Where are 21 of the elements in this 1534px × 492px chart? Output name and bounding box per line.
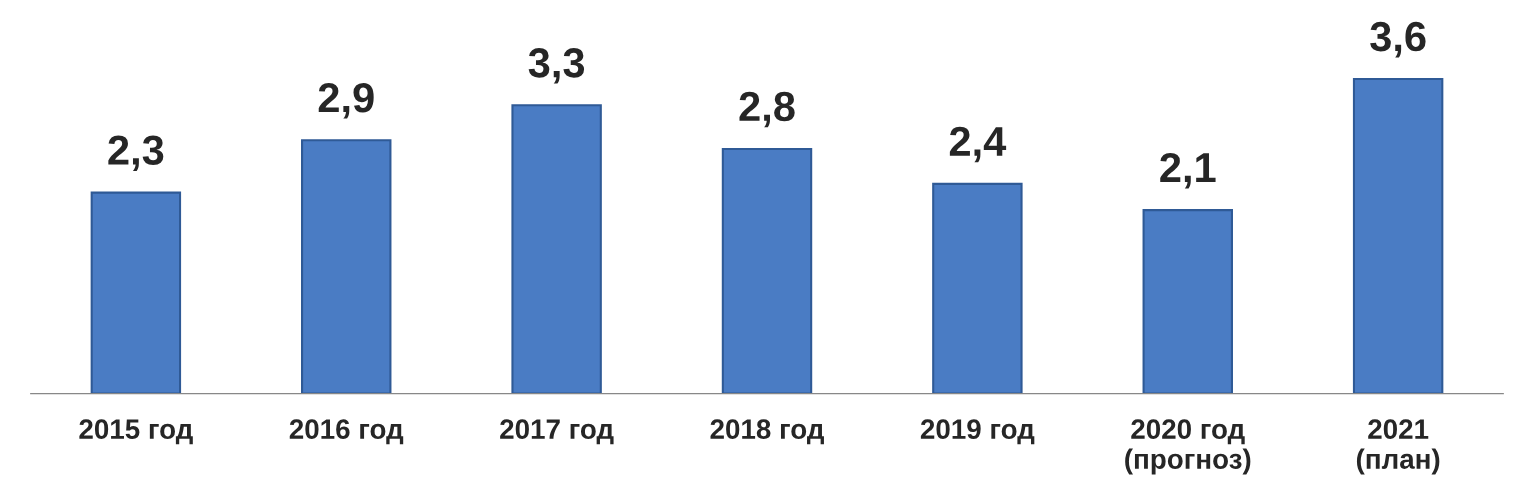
data-label: 2,3 [108, 135, 164, 171]
x-tick-label: 2018 год [710, 419, 824, 445]
x-tick-label: 2015 год [79, 419, 193, 445]
bar [721, 147, 813, 394]
x-tick-label: 2020 год (прогноз) [1125, 419, 1251, 475]
bar [1142, 209, 1233, 394]
data-label: 3,3 [528, 48, 585, 84]
bar [90, 191, 182, 394]
data-label: 3,6 [1370, 21, 1426, 58]
x-tick-label: 2017 год [500, 419, 614, 445]
data-label: 2,9 [318, 83, 374, 119]
bar [511, 104, 602, 394]
bar [301, 139, 392, 394]
data-label: 2,4 [949, 126, 1007, 163]
x-tick-label: 2016 год [289, 419, 404, 445]
data-label: 2,8 [739, 91, 795, 128]
bar [932, 182, 1023, 394]
bar [1352, 78, 1444, 394]
x-tick-label: 2019 год [920, 419, 1035, 445]
x-tick-label: 2021 (план) [1356, 419, 1440, 475]
data-label: 2,1 [1160, 152, 1216, 189]
